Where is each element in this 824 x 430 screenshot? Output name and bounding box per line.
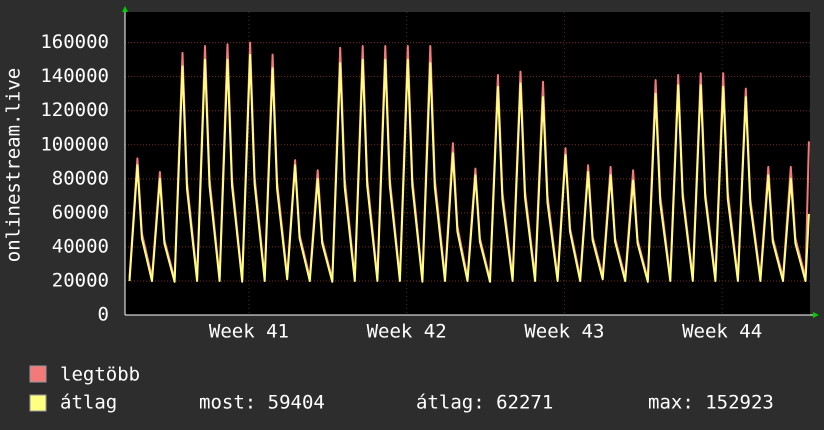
y-tick-label: 100000 bbox=[40, 133, 109, 155]
y-tick-label: 0 bbox=[98, 304, 109, 326]
y-tick-label: 120000 bbox=[40, 99, 109, 121]
axis-arrow bbox=[122, 6, 128, 12]
series-line bbox=[128, 53, 810, 283]
legend-label: legtöbb bbox=[60, 364, 140, 386]
legend-stat: átlag: 62271 bbox=[416, 392, 553, 414]
y-tick-label: 140000 bbox=[40, 65, 109, 87]
legend-stat: most: 59404 bbox=[199, 392, 325, 414]
axis-arrow bbox=[813, 312, 819, 318]
legend-swatch bbox=[29, 365, 47, 383]
x-tick-label: Week 42 bbox=[367, 321, 447, 343]
legend-swatch bbox=[29, 394, 47, 412]
legend-stat: max: 152923 bbox=[648, 392, 774, 414]
y-tick-label: 80000 bbox=[52, 167, 109, 189]
y-tick-label: 160000 bbox=[40, 31, 109, 53]
y-tick-label: 60000 bbox=[52, 201, 109, 223]
y-tick-label: 40000 bbox=[52, 235, 109, 257]
y-axis-label: onlinestream.live bbox=[3, 68, 25, 262]
x-tick-label: Week 44 bbox=[682, 321, 762, 343]
y-tick-label: 20000 bbox=[52, 269, 109, 291]
x-tick-label: Week 41 bbox=[209, 321, 289, 343]
x-tick-label: Week 43 bbox=[524, 321, 604, 343]
lines bbox=[128, 41, 810, 283]
legend-label: átlag bbox=[60, 392, 117, 414]
